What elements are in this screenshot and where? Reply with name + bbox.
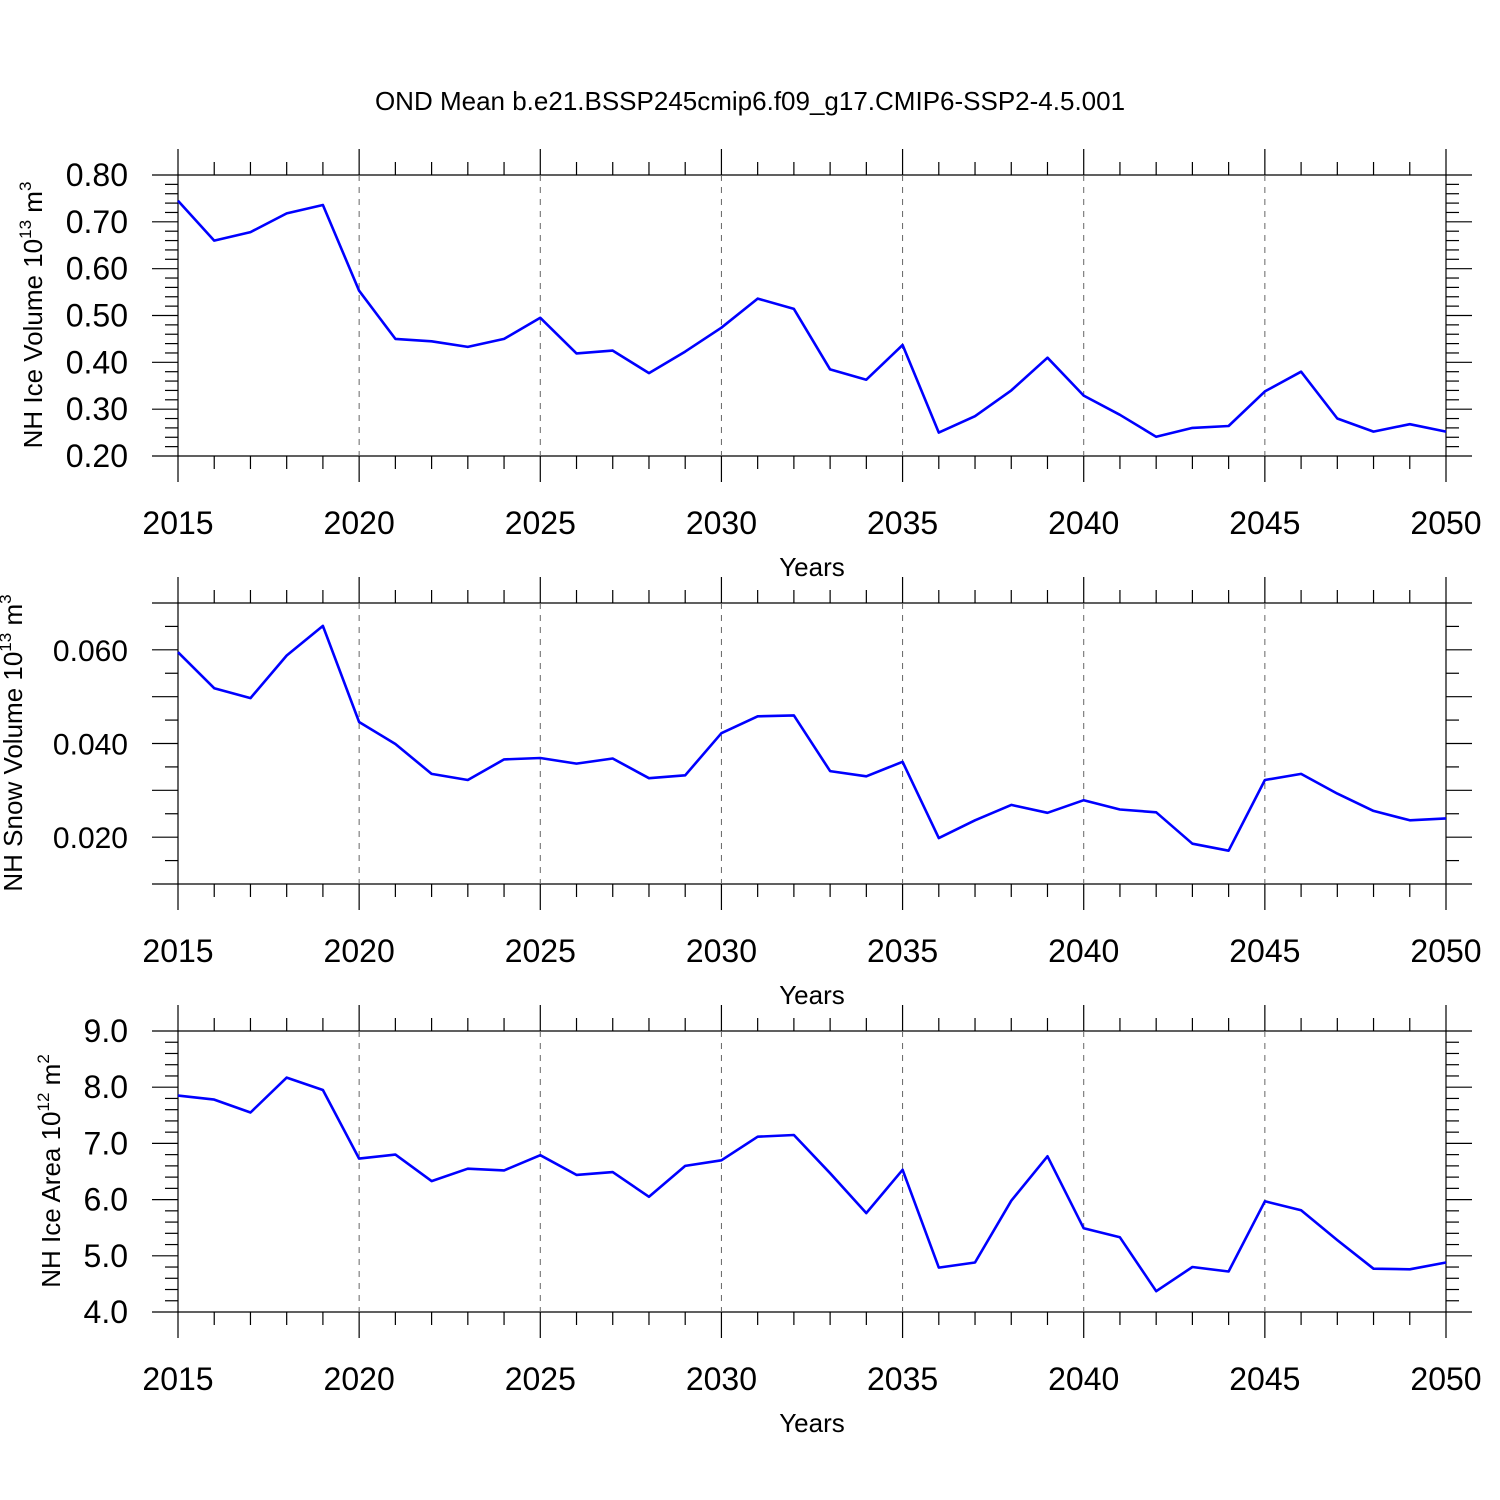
x-tick-label: 2050 xyxy=(1410,505,1481,541)
y-tick-label: 7.0 xyxy=(84,1125,128,1161)
x-tick-label: 2040 xyxy=(1048,933,1119,969)
x-tick-label: 2030 xyxy=(686,505,757,541)
x-axis-label: Years xyxy=(779,1408,845,1438)
chart-panel-2: 2015 2020 2025 2030 2035 2040 2045 2050 0.020 0.0… xyxy=(0,577,1482,1010)
y-axis-label: NH Snow Volume 1013 m3 xyxy=(0,594,28,891)
y-tick-label: 0.040 xyxy=(53,729,128,762)
x-tick-label: 2045 xyxy=(1229,933,1300,969)
x-tick-label: 2040 xyxy=(1048,505,1119,541)
y-tick-label: 0.40 xyxy=(66,344,128,380)
y-axis-label-part: 13 xyxy=(16,220,35,239)
y-tick-label: 0.80 xyxy=(66,157,128,193)
y-axis-label-part: m xyxy=(36,1064,66,1093)
y-axis-label-part: 13 xyxy=(0,633,15,652)
y-axis-label-part: NH Snow Volume 10 xyxy=(0,652,28,892)
y-axis-label: NH Ice Area 1012 m2 xyxy=(34,1054,66,1288)
x-tick-label: 2030 xyxy=(686,1361,757,1397)
y-tick-label: 0.20 xyxy=(66,438,128,474)
y-axis-label-part: 12 xyxy=(34,1093,53,1112)
x-tick-label: 2015 xyxy=(142,1361,213,1397)
x-tick-label: 2045 xyxy=(1229,505,1300,541)
chart-panel-3: 2015 2020 2025 2030 2035 2040 2045 2050 4.0 5.0 6.… xyxy=(34,1005,1482,1438)
y-axis-label-part: NH Ice Volume 10 xyxy=(18,239,48,449)
y-axis-label-part: 3 xyxy=(16,182,35,191)
x-axis-label: Years xyxy=(779,980,845,1010)
y-axis-label-part: NH Ice Area 10 xyxy=(36,1111,66,1287)
x-tick-label: 2020 xyxy=(324,1361,395,1397)
y-axis-label-part: m xyxy=(0,604,28,633)
x-tick-label: 2025 xyxy=(505,505,576,541)
x-tick-label: 2020 xyxy=(324,933,395,969)
y-tick-label: 9.0 xyxy=(84,1013,128,1049)
y-tick-label: 0.60 xyxy=(66,251,128,287)
x-tick-label: 2035 xyxy=(867,505,938,541)
page-title: OND Mean b.e21.BSSP245cmip6.f09_g17.CMIP… xyxy=(374,86,1126,116)
x-axis-label: Years xyxy=(779,552,845,582)
x-tick-label: 2050 xyxy=(1410,1361,1481,1397)
y-axis-label-part: 2 xyxy=(34,1054,53,1063)
x-tick-label: 2035 xyxy=(867,1361,938,1397)
series-line xyxy=(177,199,1447,439)
y-tick-label: 4.0 xyxy=(84,1294,128,1330)
x-tick-label: 2025 xyxy=(505,933,576,969)
chart-panel-1: 2015 2020 2025 2030 2035 2040 2045 2050 0.20 0.30… xyxy=(16,149,1482,582)
y-tick-label: 0.020 xyxy=(53,822,128,855)
x-tick-label: 2040 xyxy=(1048,1361,1119,1397)
x-tick-label: 2015 xyxy=(142,933,213,969)
x-tick-label: 2025 xyxy=(505,1361,576,1397)
x-tick-label: 2035 xyxy=(867,933,938,969)
y-tick-label: 0.70 xyxy=(66,204,128,240)
y-axis-label-part: 3 xyxy=(0,594,15,603)
y-axis-label-part: m xyxy=(18,191,48,220)
y-tick-label: 5.0 xyxy=(84,1238,128,1274)
x-tick-label: 2020 xyxy=(324,505,395,541)
y-tick-label: 6.0 xyxy=(84,1182,128,1218)
series-line xyxy=(177,624,1447,853)
y-tick-label: 0.30 xyxy=(66,391,128,427)
series-line xyxy=(177,1076,1447,1293)
y-axis-label: NH Ice Volume 1013 m3 xyxy=(16,182,48,449)
y-tick-label: 8.0 xyxy=(84,1069,128,1105)
y-tick-label: 0.50 xyxy=(66,298,128,334)
x-tick-label: 2050 xyxy=(1410,933,1481,969)
y-tick-label: 0.060 xyxy=(53,635,128,668)
x-tick-label: 2015 xyxy=(142,505,213,541)
x-tick-label: 2030 xyxy=(686,933,757,969)
x-tick-label: 2045 xyxy=(1229,1361,1300,1397)
